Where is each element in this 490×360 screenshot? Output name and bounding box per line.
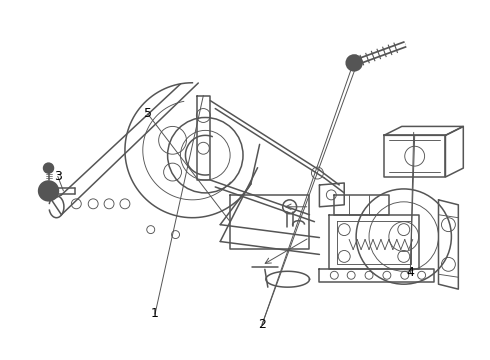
Circle shape: [44, 163, 53, 173]
Text: 5: 5: [144, 107, 152, 120]
Circle shape: [346, 55, 362, 71]
Circle shape: [39, 181, 58, 201]
Text: 4: 4: [406, 266, 414, 279]
Text: 2: 2: [258, 318, 266, 331]
Text: 1: 1: [151, 307, 159, 320]
Text: 3: 3: [54, 170, 62, 183]
